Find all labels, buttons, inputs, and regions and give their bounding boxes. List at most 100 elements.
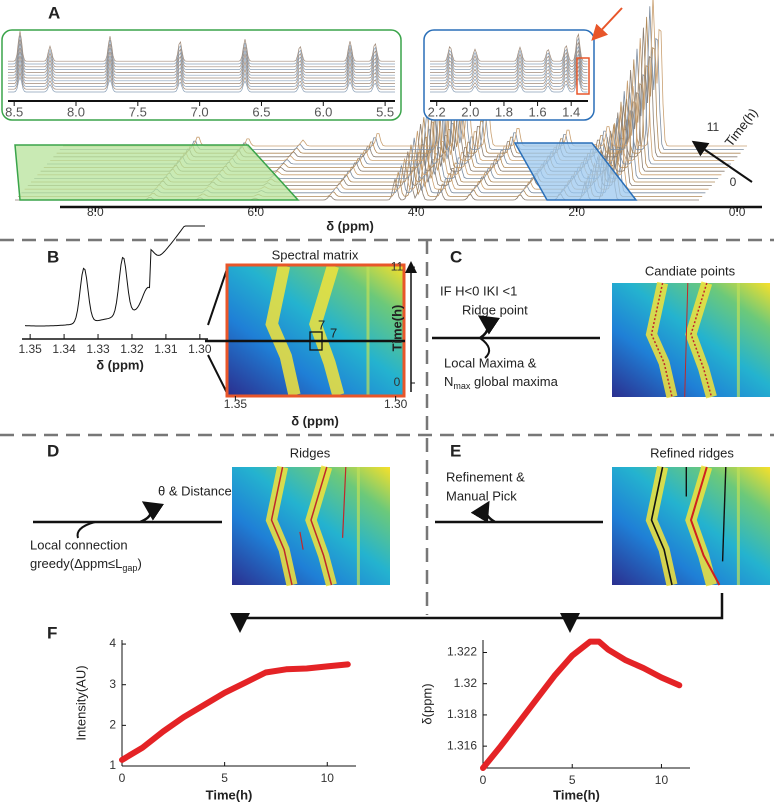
inset-trace <box>8 71 395 90</box>
spectrum <box>24 225 205 327</box>
x-axis-label: Time(h) <box>206 787 253 802</box>
y-tick-label: 1 <box>109 758 116 772</box>
x-tick-label: 8.0 <box>67 104 85 119</box>
connector <box>230 593 724 633</box>
inset-trace <box>8 60 395 82</box>
x-tick-label: 1.6 <box>529 104 547 119</box>
x-tick-label: 1.8 <box>495 104 513 119</box>
panel-label: E <box>450 441 461 460</box>
pointer-arrow <box>591 7 623 41</box>
inset-trace <box>430 65 588 84</box>
x-axis-label: δ (ppm) <box>326 218 374 233</box>
panel-label: F <box>47 623 57 642</box>
x-axis-label: δ (ppm) <box>96 357 144 372</box>
x-tick-label: 1.35 <box>224 397 248 411</box>
subscript: max <box>453 381 471 391</box>
data-line <box>119 661 351 763</box>
inset-trace <box>430 37 588 65</box>
inset-trace <box>430 53 588 76</box>
inset-trace <box>430 49 588 73</box>
inset-trace <box>430 45 588 70</box>
y-tick-label: 4 <box>109 636 116 650</box>
matrix-border <box>225 263 406 398</box>
flow-arrow <box>435 505 603 524</box>
x-tick-label: 2.0 <box>568 205 585 219</box>
x-tick-label: 1.30 <box>188 342 212 356</box>
inset-trace <box>430 61 588 82</box>
step-text: θ & Distance <box>158 483 232 498</box>
y-axis-label: Intensity(AU) <box>73 665 88 740</box>
y-tick-label: 1.322 <box>447 645 477 659</box>
flow-branch <box>76 521 96 539</box>
zoom-line <box>207 265 229 326</box>
inset-trace <box>8 67 395 87</box>
y-tick-label: 1.318 <box>447 707 477 721</box>
x-tick-label: 1.32 <box>120 342 144 356</box>
step-text: Ridge point <box>462 302 528 317</box>
x-tick-label: 1.35 <box>18 342 42 356</box>
x-tick-label: 2.0 <box>461 104 479 119</box>
x-tick-label: 0.0 <box>729 205 746 219</box>
inset-trace <box>430 33 588 62</box>
inset-trace <box>8 75 395 93</box>
panel-title: Candiate points <box>645 263 736 278</box>
region-aromatic <box>14 144 300 201</box>
ridge-line <box>689 466 721 586</box>
ridge-line <box>690 282 713 398</box>
inset-trace <box>430 73 588 90</box>
region-aliphatic <box>513 142 638 201</box>
y-tick-label: 0 <box>394 375 401 389</box>
window-box <box>309 331 323 351</box>
step-text: Refinement & <box>446 469 525 484</box>
y-tick-label: 1.316 <box>447 738 477 752</box>
flow-arrow <box>33 504 222 524</box>
marker-label: 7 <box>330 325 337 340</box>
x-tick-label: 1.33 <box>86 342 110 356</box>
ridge-line <box>684 282 689 398</box>
panel-title: Ridges <box>290 445 331 460</box>
inset-trace <box>8 35 395 65</box>
method-text: Nmax global maxima <box>444 374 559 391</box>
text-part: greedy(Δppm≤L <box>30 556 122 571</box>
inset-trace <box>430 77 588 93</box>
text-part: ) <box>137 556 141 571</box>
ridge-line <box>342 466 347 538</box>
x-tick-label: 1.4 <box>562 104 580 119</box>
panel-label: B <box>47 247 59 266</box>
x-tick-label: 0 <box>480 773 487 787</box>
x-tick-label: 6.0 <box>247 205 264 219</box>
flow-branch <box>479 337 491 359</box>
x-tick-label: 10 <box>655 773 669 787</box>
inset-trace <box>430 57 588 79</box>
panel-label: D <box>47 441 59 460</box>
subscript: gap <box>122 563 137 573</box>
inset-trace <box>8 31 395 62</box>
inset-trace <box>430 41 588 68</box>
x-tick-label: 7.0 <box>191 104 209 119</box>
inset-trace <box>8 39 395 68</box>
time-tick-label: 0 <box>730 175 737 189</box>
inset-trace <box>8 43 395 70</box>
step-text: Manual Pick <box>446 488 517 503</box>
x-tick-label: 2.2 <box>428 104 446 119</box>
x-tick-label: 1.30 <box>384 397 408 411</box>
x-tick-label: 8.5 <box>5 104 23 119</box>
y-tick-label: 11 <box>391 259 404 273</box>
inset-trace <box>8 47 395 73</box>
method-text: Local connection <box>30 537 128 552</box>
x-tick-label: 1.31 <box>154 342 178 356</box>
y-axis-label: δ(ppm) <box>419 683 434 724</box>
ridge-line <box>310 466 333 586</box>
x-axis-label: Time(h) <box>553 787 600 802</box>
x-tick-label: 5 <box>221 771 228 785</box>
x-axis-label: δ (ppm) <box>291 413 339 428</box>
x-tick-label: 0 <box>119 771 126 785</box>
panel-label: A <box>48 3 60 22</box>
x-tick-label: 4.0 <box>408 205 425 219</box>
ridge-line <box>721 466 727 562</box>
zoom-line <box>207 354 229 396</box>
y-tick-label: 1.32 <box>454 676 478 690</box>
marker-label: 7 <box>318 317 325 332</box>
y-tick-label: 2 <box>109 718 116 732</box>
